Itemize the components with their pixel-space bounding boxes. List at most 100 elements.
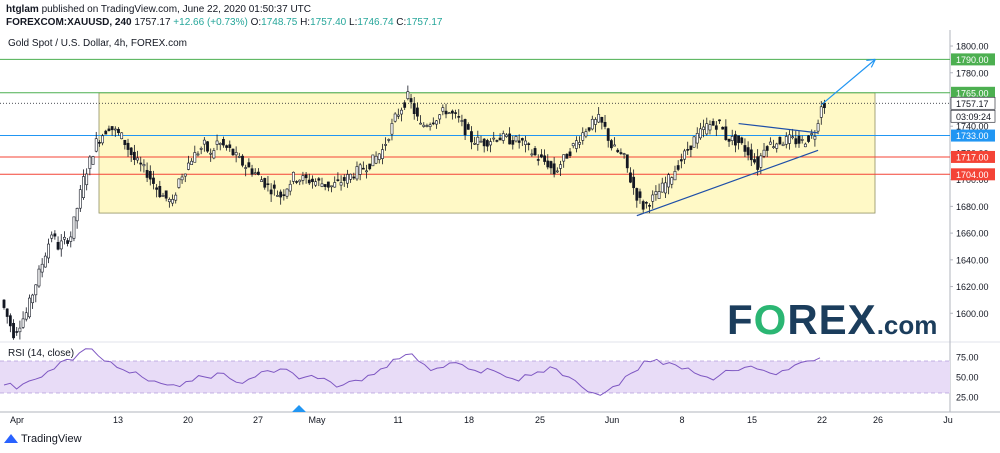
candle-body — [803, 143, 807, 148]
candle-body — [622, 153, 626, 155]
candle-body — [549, 161, 553, 169]
candle-body — [244, 167, 248, 169]
candle-body — [272, 184, 276, 189]
watermark-rex: REX — [787, 296, 877, 343]
candle-body — [813, 135, 817, 140]
candle-body — [431, 122, 435, 125]
candle-body — [132, 151, 136, 160]
candle-body — [155, 187, 159, 190]
candle-body — [454, 112, 457, 114]
candle-body — [37, 268, 41, 287]
candle-body — [333, 182, 337, 188]
candle-body — [53, 233, 57, 237]
candle-body — [374, 155, 378, 164]
x-tick-label: 26 — [873, 415, 883, 425]
trend-line — [636, 149, 819, 217]
candle-body — [450, 110, 454, 114]
last-price-label: 1757.17 — [956, 99, 989, 109]
candle-body — [473, 143, 477, 145]
candle-body — [629, 172, 632, 183]
candle-body — [82, 176, 85, 198]
candle-body — [24, 312, 28, 320]
candle-body — [393, 113, 397, 122]
candle-body — [489, 141, 492, 146]
low-label: L: — [349, 17, 358, 28]
candle-body — [266, 183, 270, 186]
candle-body — [559, 164, 562, 169]
y-tick-label: 1620.00 — [956, 282, 989, 292]
candle-body — [218, 143, 222, 145]
candle-body — [743, 145, 747, 152]
close-value: 1757.17 — [406, 17, 443, 28]
last-price-badge — [950, 96, 996, 110]
close-label: C: — [396, 17, 407, 28]
candle-body — [117, 128, 120, 134]
level-price-badge — [951, 168, 995, 181]
candle-body — [775, 143, 779, 149]
candle-body — [145, 169, 149, 178]
candle-body — [444, 110, 448, 115]
rsi-tick-label: 25.00 — [956, 393, 979, 403]
candle-body — [161, 195, 165, 197]
candle-body — [533, 148, 537, 156]
candle-body — [673, 171, 677, 181]
candle-body — [721, 126, 725, 130]
tradingview-logo[interactable]: TradingView — [4, 433, 82, 445]
candle-body — [339, 182, 343, 186]
candle-body — [778, 136, 782, 145]
y-tick-label: 1600.00 — [956, 309, 989, 319]
author-name[interactable]: htglam — [6, 4, 39, 15]
candle-body — [390, 123, 394, 135]
candle-body — [546, 160, 550, 168]
candle-body — [148, 171, 152, 180]
candle-body — [152, 177, 155, 184]
candle-body — [72, 216, 76, 239]
candle-body — [241, 155, 244, 166]
candle-body — [625, 154, 629, 169]
candle-body — [616, 149, 620, 153]
candle-body — [714, 125, 718, 130]
candle-body — [78, 189, 82, 209]
candle-body — [565, 153, 569, 159]
candle-body — [641, 201, 645, 210]
candle-body — [476, 136, 480, 145]
candle-body — [699, 128, 702, 139]
candle-body — [8, 315, 12, 327]
candle-body — [247, 162, 251, 168]
candle-body — [314, 181, 318, 186]
candle-body — [683, 150, 686, 160]
candle-body — [794, 138, 798, 145]
x-tick-label: Jun — [605, 415, 620, 425]
candle-body — [94, 138, 98, 152]
candle-body — [126, 142, 130, 150]
candle-body — [285, 188, 289, 197]
x-tick-label: Ju — [943, 415, 953, 425]
countdown-badge — [950, 109, 996, 123]
candle-body — [15, 331, 19, 333]
y-tick-label: 1800.00 — [956, 42, 989, 52]
level-price-label: 1765.00 — [956, 88, 989, 98]
candle-body — [587, 127, 591, 131]
candle-body — [514, 136, 518, 142]
candle-body — [361, 167, 365, 170]
candle-body — [584, 131, 588, 137]
candle-body — [772, 146, 775, 148]
candle-body — [702, 126, 706, 130]
candles — [2, 85, 826, 340]
candle-body — [291, 171, 295, 182]
candle-body — [562, 154, 566, 162]
candle-body — [180, 176, 184, 181]
candle-body — [670, 177, 674, 185]
candle-body — [107, 128, 111, 131]
x-tick-label: Apr — [10, 415, 24, 425]
high-label: H: — [300, 17, 311, 28]
candle-body — [823, 103, 826, 109]
last-price: 1757.17 — [134, 17, 171, 28]
candle-body — [520, 138, 524, 141]
candle-body — [438, 114, 442, 120]
candle-body — [104, 130, 108, 135]
candle-body — [400, 109, 403, 115]
candle-body — [581, 132, 585, 141]
candle-body — [594, 119, 597, 125]
